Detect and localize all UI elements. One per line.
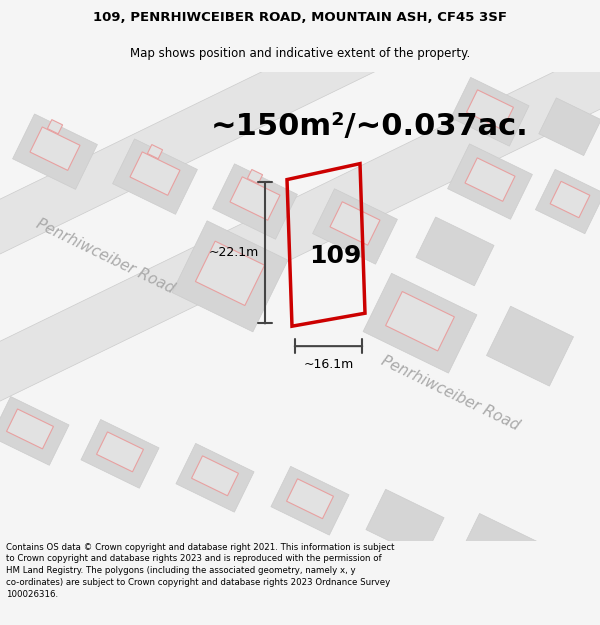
Polygon shape	[212, 164, 298, 239]
Polygon shape	[416, 217, 494, 286]
Polygon shape	[81, 419, 159, 488]
Polygon shape	[176, 443, 254, 512]
Polygon shape	[451, 78, 529, 146]
Polygon shape	[287, 479, 334, 519]
Polygon shape	[0, 44, 600, 406]
Text: Penrhiwceiber Road: Penrhiwceiber Road	[34, 216, 176, 296]
Polygon shape	[148, 144, 163, 159]
Polygon shape	[535, 169, 600, 234]
Polygon shape	[487, 306, 574, 386]
Polygon shape	[448, 144, 532, 219]
Polygon shape	[172, 221, 288, 332]
Polygon shape	[467, 90, 514, 130]
Polygon shape	[363, 273, 477, 373]
Polygon shape	[539, 98, 600, 156]
Polygon shape	[230, 177, 280, 220]
Polygon shape	[196, 241, 265, 306]
Polygon shape	[130, 152, 180, 196]
Polygon shape	[0, 396, 69, 465]
Polygon shape	[47, 119, 62, 134]
Polygon shape	[366, 489, 444, 558]
Polygon shape	[97, 432, 143, 472]
Polygon shape	[465, 158, 515, 201]
Polygon shape	[330, 202, 380, 245]
Polygon shape	[271, 466, 349, 535]
Polygon shape	[0, 0, 600, 259]
Polygon shape	[247, 169, 263, 184]
Text: ~16.1m: ~16.1m	[304, 358, 353, 371]
Polygon shape	[386, 291, 454, 351]
Polygon shape	[113, 139, 197, 214]
Text: Penrhiwceiber Road: Penrhiwceiber Road	[379, 353, 521, 433]
Polygon shape	[13, 114, 97, 189]
Text: Map shows position and indicative extent of the property.: Map shows position and indicative extent…	[130, 48, 470, 61]
Text: ~22.1m: ~22.1m	[209, 246, 259, 259]
Text: 109, PENRHIWCEIBER ROAD, MOUNTAIN ASH, CF45 3SF: 109, PENRHIWCEIBER ROAD, MOUNTAIN ASH, C…	[93, 11, 507, 24]
Text: ~150m²/~0.037ac.: ~150m²/~0.037ac.	[211, 112, 529, 141]
Text: 109: 109	[309, 244, 361, 268]
Polygon shape	[550, 181, 590, 218]
Polygon shape	[313, 189, 397, 264]
Text: Contains OS data © Crown copyright and database right 2021. This information is : Contains OS data © Crown copyright and d…	[6, 542, 395, 599]
Polygon shape	[462, 514, 538, 578]
Polygon shape	[30, 127, 80, 171]
Polygon shape	[191, 456, 238, 496]
Polygon shape	[7, 409, 53, 449]
